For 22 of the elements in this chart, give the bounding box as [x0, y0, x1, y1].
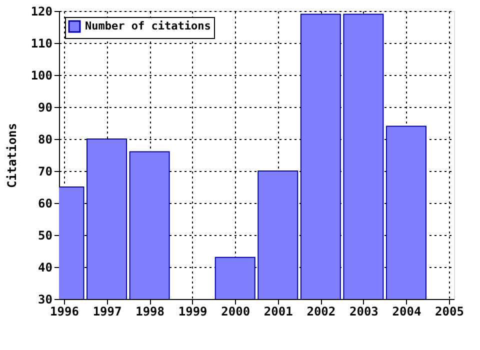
y-tick-label: 120 — [30, 4, 52, 18]
x-tick-label: 2000 — [221, 304, 250, 318]
legend-label: Number of citations — [85, 20, 211, 32]
y-axis-title: Citations — [4, 122, 19, 188]
x-tick-label: 2004 — [392, 304, 422, 318]
y-tick-label: 80 — [38, 132, 52, 146]
y-tick-label: 50 — [38, 228, 52, 242]
x-tick-label: 2001 — [264, 304, 293, 318]
x-tick-label: 2003 — [349, 304, 378, 318]
x-tick-label: 2005 — [435, 304, 464, 318]
y-tick-label: 30 — [38, 292, 52, 306]
x-tick-label: 1999 — [178, 304, 208, 318]
x-tick-label: 2002 — [306, 304, 336, 318]
y-tick-label: 40 — [38, 260, 52, 274]
y-tick-label: 110 — [30, 36, 52, 50]
y-tick-label: 90 — [38, 100, 52, 114]
x-tick-label: 1996 — [50, 304, 79, 318]
y-tick-label: 100 — [30, 68, 52, 82]
x-tick-label: 1998 — [136, 304, 165, 318]
y-tick-label: 60 — [38, 196, 52, 210]
y-tick-label: 70 — [38, 164, 52, 178]
x-tick-label: 1997 — [92, 304, 122, 318]
